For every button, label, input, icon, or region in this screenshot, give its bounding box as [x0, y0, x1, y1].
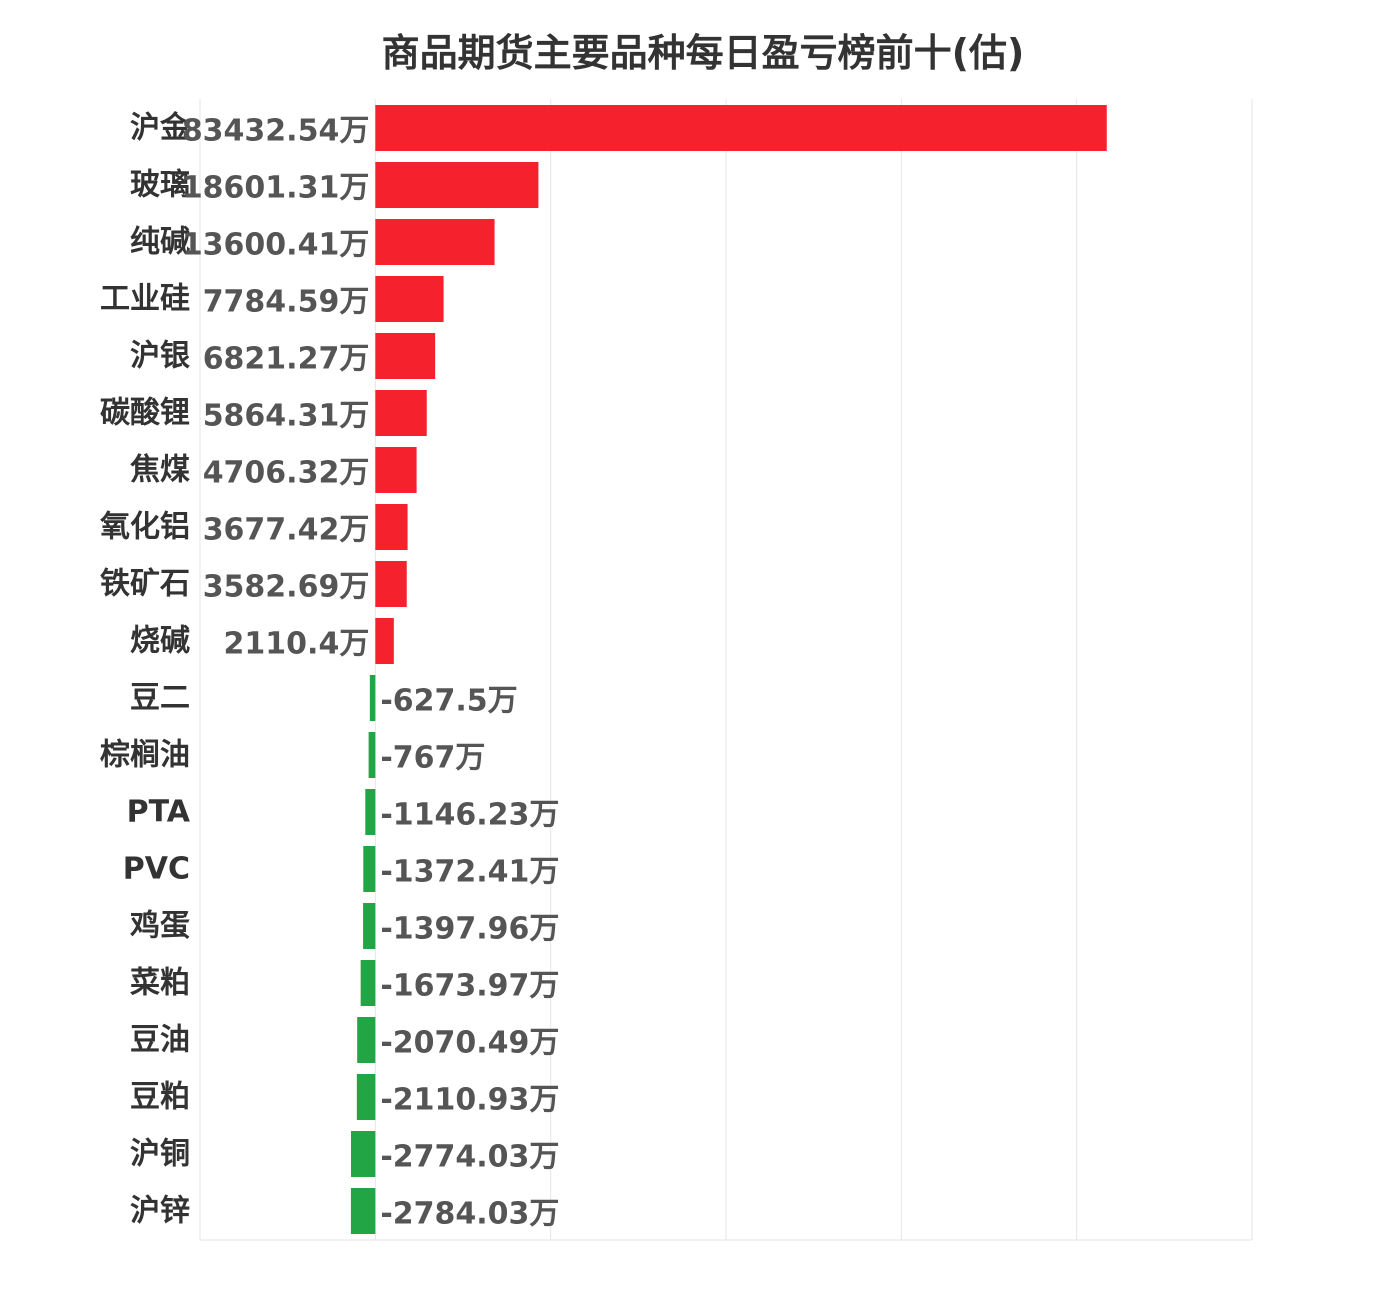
category-label: 烧碱	[130, 624, 190, 659]
value-label: -1397.96万	[380, 912, 559, 947]
value-label: -2784.03万	[380, 1197, 559, 1232]
category-label: 豆二	[130, 681, 190, 716]
bar-4	[375, 276, 444, 322]
value-label: 83432.54万	[182, 114, 370, 149]
value-label: 13600.41万	[182, 228, 370, 263]
bar-6	[375, 390, 427, 436]
category-label: 沪锌	[130, 1194, 190, 1229]
value-label: 2110.4万	[224, 627, 370, 662]
category-label: 棕榈油	[100, 738, 190, 773]
bar-20	[350, 1188, 376, 1234]
value-label: -2070.49万	[380, 1026, 559, 1061]
value-label: 4706.32万	[203, 456, 370, 491]
category-label: PVC	[123, 852, 190, 887]
bar-8	[375, 504, 408, 550]
value-label: -1673.97万	[380, 969, 559, 1004]
value-label: -627.5万	[380, 684, 517, 719]
value-label: 5864.31万	[203, 399, 370, 434]
bar-3	[375, 219, 495, 265]
bar-13	[365, 789, 376, 835]
bar-19	[351, 1131, 376, 1177]
bar-1	[375, 105, 1107, 151]
category-label: 菜粕	[130, 966, 190, 1001]
bar-10	[375, 618, 394, 664]
bars-layer	[350, 105, 1107, 1234]
category-label: 鸡蛋	[130, 909, 190, 944]
category-label: 碳酸锂	[100, 396, 190, 431]
category-label: 豆油	[130, 1023, 190, 1058]
bar-5	[375, 333, 436, 379]
category-label: 焦煤	[130, 453, 190, 488]
category-label: 工业硅	[100, 282, 190, 317]
category-label: 铁矿石	[100, 567, 190, 602]
value-label: -2110.93万	[380, 1083, 559, 1118]
chart-title: 商品期货主要品种每日盈亏榜前十(估)	[381, 31, 1025, 75]
value-label: -1146.23万	[380, 798, 559, 833]
category-label: 纯碱	[130, 225, 190, 260]
category-label: 沪铜	[130, 1137, 190, 1172]
bar-15	[363, 903, 376, 949]
bar-9	[375, 561, 407, 607]
category-label: 氧化铝	[100, 510, 190, 545]
category-label: 沪银	[130, 339, 190, 374]
category-label: 沪金	[130, 111, 191, 146]
bar-16	[360, 960, 376, 1006]
bar-12	[368, 732, 376, 778]
value-label: 6821.27万	[203, 342, 370, 377]
bar-17	[357, 1017, 376, 1063]
value-label: 3582.69万	[203, 570, 370, 605]
grid-layer	[199, 99, 1253, 1241]
value-label: -2774.03万	[380, 1140, 559, 1175]
category-label: 玻璃	[130, 168, 190, 203]
value-label: -767万	[380, 741, 485, 776]
bar-18	[356, 1074, 376, 1120]
value-label: 7784.59万	[203, 285, 370, 320]
bar-2	[375, 162, 539, 208]
category-label: 豆粕	[130, 1080, 190, 1115]
value-label: -1372.41万	[380, 855, 559, 890]
bar-11	[369, 675, 376, 721]
value-label: 18601.31万	[182, 171, 370, 206]
bar-7	[375, 447, 417, 493]
category-label: PTA	[127, 795, 191, 830]
value-label: 3677.42万	[203, 513, 370, 548]
bar-14	[363, 846, 376, 892]
